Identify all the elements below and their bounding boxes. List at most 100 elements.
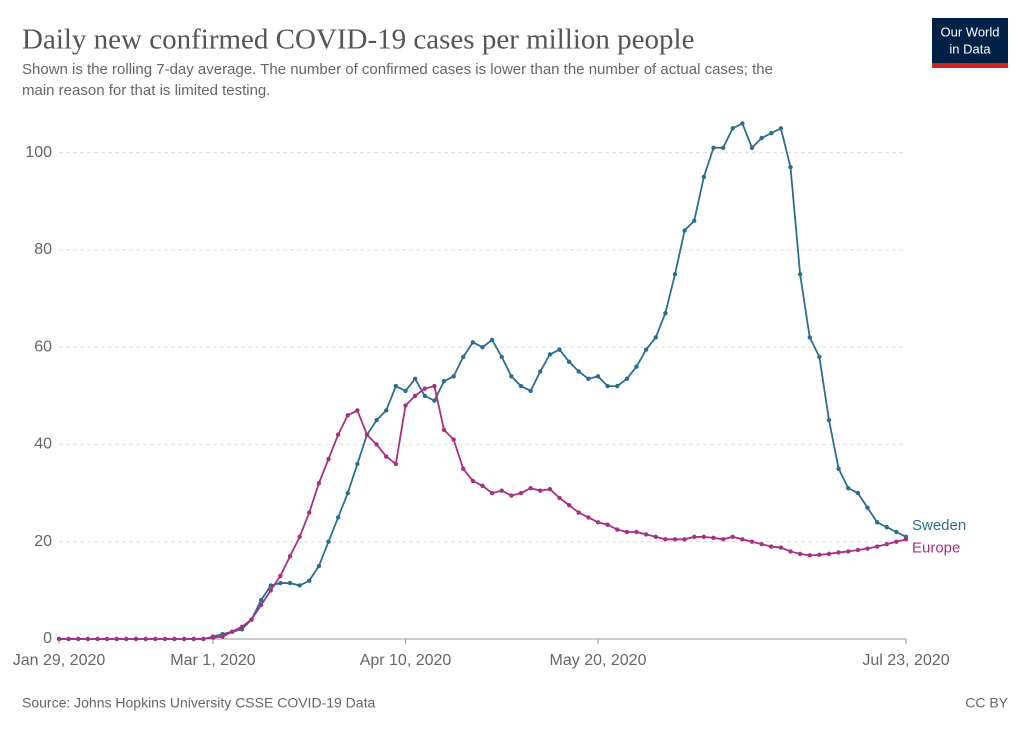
data-point — [538, 369, 543, 374]
data-point — [374, 417, 379, 423]
data-point — [807, 553, 812, 558]
data-point — [730, 534, 735, 540]
data-point — [191, 636, 196, 642]
data-point — [143, 636, 148, 642]
logo-text: Our World — [941, 24, 1000, 39]
data-point — [826, 551, 832, 557]
data-point — [701, 534, 707, 540]
data-point — [307, 578, 312, 583]
data-point — [451, 374, 456, 379]
license: CC BY — [965, 695, 1008, 711]
data-point — [326, 539, 331, 544]
data-point — [836, 550, 841, 555]
data-point — [393, 383, 399, 389]
data-point — [335, 432, 341, 437]
data-point — [355, 461, 360, 467]
y-tick-label: 40 — [34, 436, 52, 453]
data-point — [509, 374, 514, 379]
data-point — [692, 534, 697, 540]
legend-label: Europe — [912, 539, 960, 556]
data-point — [412, 376, 418, 381]
data-point — [297, 534, 302, 540]
data-point — [817, 354, 822, 360]
data-point — [153, 636, 158, 642]
data-point — [759, 135, 764, 141]
series-line — [59, 122, 907, 640]
data-point — [114, 636, 119, 642]
data-point — [634, 529, 639, 535]
data-point — [432, 398, 437, 403]
subtitle: Shown is the rolling 7-day average. The … — [22, 61, 773, 78]
data-point — [547, 352, 553, 357]
data-point — [258, 597, 264, 603]
data-point — [316, 563, 322, 569]
data-point — [730, 126, 735, 131]
data-point — [749, 539, 755, 544]
data-point — [826, 417, 832, 423]
data-point — [566, 503, 572, 508]
data-point — [711, 535, 716, 541]
data-point — [210, 635, 216, 640]
data-point — [740, 121, 745, 126]
data-point — [740, 537, 745, 542]
data-point — [422, 393, 427, 399]
data-point — [624, 376, 630, 381]
data-point — [769, 544, 774, 549]
data-point — [441, 379, 447, 384]
data-point — [297, 583, 302, 588]
y-tick-label: 80 — [34, 241, 52, 258]
data-point — [355, 408, 360, 413]
data-point — [605, 383, 610, 389]
data-point — [56, 636, 62, 642]
data-point — [586, 515, 591, 520]
legend-label: Sweden — [912, 517, 966, 534]
data-point — [384, 408, 389, 413]
chart-title: Daily new confirmed COVID-19 cases per m… — [22, 24, 694, 56]
data-point — [451, 437, 456, 442]
y-tick-label: 20 — [34, 533, 52, 550]
data-point — [162, 636, 168, 642]
data-point — [239, 624, 245, 630]
data-point — [663, 537, 668, 542]
series-line — [59, 384, 907, 640]
data-point — [470, 340, 476, 345]
data-point — [682, 228, 687, 233]
data-point — [316, 481, 322, 486]
data-point — [345, 490, 350, 496]
data-point — [711, 145, 716, 150]
data-point — [797, 272, 803, 277]
data-point — [278, 573, 283, 578]
data-point — [788, 549, 793, 554]
data-point — [682, 537, 687, 542]
data-point — [461, 354, 466, 360]
data-point — [85, 636, 91, 642]
data-point — [461, 466, 466, 471]
data-point — [624, 529, 630, 535]
data-point — [509, 493, 514, 498]
data-point — [66, 636, 71, 642]
data-point — [518, 383, 524, 389]
logo: Our World in Data — [932, 18, 1008, 68]
data-point — [557, 495, 562, 501]
data-point — [817, 552, 822, 558]
data-point — [441, 427, 447, 433]
data-point — [374, 442, 379, 447]
data-point — [403, 388, 408, 394]
data-point — [364, 432, 370, 437]
data-point — [836, 466, 841, 471]
data-point — [855, 490, 861, 496]
x-tick-label: Apr 10, 2020 — [360, 652, 452, 669]
data-point — [278, 580, 283, 586]
x-tick-label: May 20, 2020 — [550, 652, 647, 669]
data-point — [605, 522, 610, 527]
logo-text: in Data — [949, 41, 991, 56]
data-point — [480, 344, 485, 350]
data-point — [95, 636, 100, 642]
data-point — [133, 636, 139, 642]
data-point — [287, 580, 293, 586]
data-point — [884, 541, 889, 547]
data-point — [489, 337, 495, 343]
data-point — [894, 539, 899, 544]
data-point — [412, 393, 418, 399]
